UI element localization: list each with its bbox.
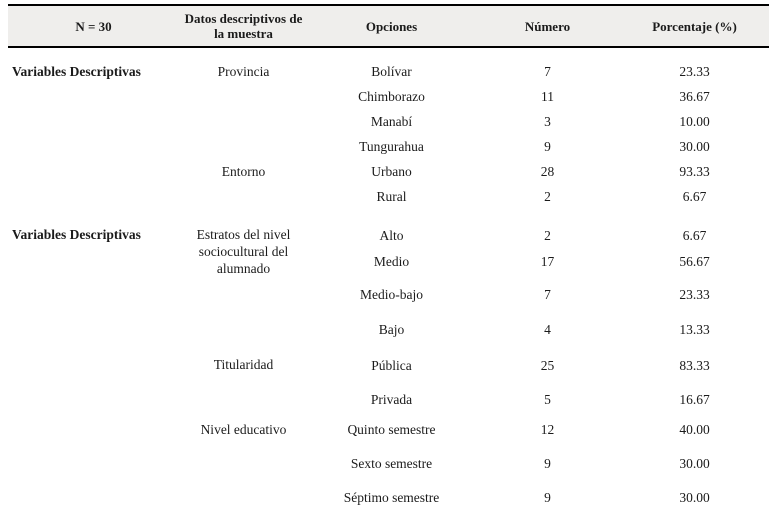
porcentaje-cell: 23.33: [679, 286, 710, 302]
porcentaje-cell: 16.67: [679, 392, 710, 407]
table-header: N = 30 Datos descriptivos de la muestra …: [8, 5, 769, 48]
numero-cell: 7: [544, 286, 551, 302]
header-cell-numero: Número: [475, 5, 620, 48]
porcentaje-cell: 30.00: [679, 490, 710, 505]
option-cell: Rural: [376, 189, 407, 204]
option-cell: Quinto semestre: [347, 422, 436, 437]
table-row: Titularidad Pública 25 83.33: [8, 345, 769, 385]
option-cell: Manabí: [370, 114, 413, 129]
table-row: Bajo 4 13.33: [8, 313, 769, 345]
numero-cell: 28: [540, 164, 555, 179]
spacer-cell: [8, 47, 769, 59]
group-cell: Nivel educativo: [200, 422, 287, 437]
table-row: Variables Descriptivas Estratos del nive…: [8, 223, 769, 276]
option-cell: Urbano: [371, 164, 412, 179]
table-row: Variables Descriptivas Provincia Bolívar…: [8, 59, 769, 84]
table-row: Séptimo semestre 9 30.00: [8, 482, 769, 513]
group-cell: Estratos del nivel sociocultural del alu…: [196, 227, 291, 276]
header-cell-datos: Datos descriptivos de la muestra: [179, 5, 308, 48]
table-row: Manabí 3 10.00: [8, 109, 769, 134]
table-row: Nivel educativo Quinto semestre 12 40.00: [8, 414, 769, 445]
option-cell: Chimborazo: [358, 89, 425, 104]
numero-cell: 12: [540, 422, 555, 437]
option-cell: Tungurahua: [359, 139, 424, 154]
table-row: Medio 17 56.67: [8, 247, 769, 275]
table-body: Variables Descriptivas Provincia Bolívar…: [8, 47, 769, 513]
option-cell: Medio-bajo: [360, 286, 423, 302]
numero-cell: 17: [540, 253, 555, 269]
option-cell: Séptimo semestre: [343, 490, 440, 505]
table-row: Sexto semestre 9 30.00: [8, 445, 769, 482]
numero-cell: 3: [544, 114, 551, 129]
option-cell: Sexto semestre: [350, 456, 433, 471]
numero-cell: 9: [544, 490, 551, 505]
table-row: Medio-bajo 7 23.33: [8, 275, 769, 313]
numero-cell: 2: [544, 227, 551, 243]
porcentaje-cell: 30.00: [679, 139, 710, 154]
numero-cell: 25: [540, 357, 555, 373]
numero-cell: 11: [541, 89, 554, 104]
numero-cell: 9: [544, 139, 551, 154]
numero-cell: 7: [544, 64, 551, 79]
table-row: Chimborazo 11 36.67: [8, 84, 769, 109]
table-row: Privada 5 16.67: [8, 385, 769, 414]
group-cell: Titularidad: [213, 357, 274, 372]
porcentaje-cell: 13.33: [679, 321, 710, 337]
descriptive-statistics-table: N = 30 Datos descriptivos de la muestra …: [8, 4, 769, 513]
header-row: N = 30 Datos descriptivos de la muestra …: [8, 5, 769, 48]
porcentaje-cell: 36.67: [679, 89, 710, 104]
group-cell: Provincia: [217, 64, 270, 79]
numero-cell: 4: [544, 321, 551, 337]
porcentaje-cell: 40.00: [679, 422, 710, 437]
spacer-row: [8, 209, 769, 223]
porcentaje-cell: 83.33: [679, 357, 710, 373]
porcentaje-cell: 6.67: [682, 189, 707, 204]
porcentaje-cell: 10.00: [679, 114, 710, 129]
group-cell: Entorno: [221, 164, 266, 179]
porcentaje-cell: 30.00: [679, 456, 710, 471]
option-cell: Medio: [373, 253, 410, 269]
numero-cell: 5: [544, 392, 551, 407]
spacer-row: [8, 47, 769, 59]
option-cell: Pública: [371, 357, 412, 373]
header-cell-porcentaje: Porcentaje (%): [620, 5, 769, 48]
option-cell: Privada: [370, 392, 413, 407]
numero-cell: 9: [544, 456, 551, 471]
spacer-cell: [8, 209, 769, 223]
table-row: Rural 2 6.67: [8, 184, 769, 209]
variable-cell: Variables Descriptivas: [12, 64, 141, 79]
porcentaje-cell: 93.33: [679, 164, 710, 179]
porcentaje-cell: 6.67: [682, 227, 707, 243]
option-cell: Bajo: [378, 321, 405, 337]
numero-cell: 2: [544, 189, 551, 204]
porcentaje-cell: 56.67: [679, 253, 710, 269]
porcentaje-cell: 23.33: [679, 64, 710, 79]
option-cell: Alto: [379, 227, 404, 243]
option-cell: Bolívar: [371, 64, 412, 79]
variable-cell: Variables Descriptivas: [12, 227, 141, 242]
header-cell-opciones: Opciones: [308, 5, 475, 48]
table-row: Entorno Urbano 28 93.33: [8, 159, 769, 184]
table-row: Tungurahua 9 30.00: [8, 134, 769, 159]
header-cell-n: N = 30: [8, 5, 179, 48]
